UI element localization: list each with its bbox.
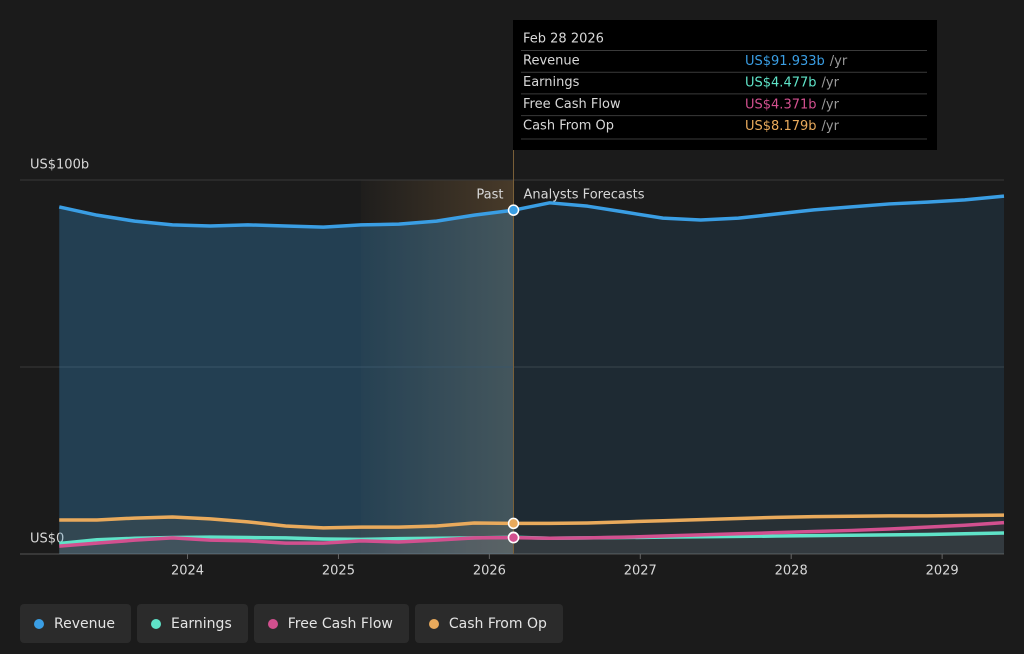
tooltip-box [513, 20, 937, 150]
legend-swatch [150, 618, 161, 629]
legend-swatch [34, 618, 44, 629]
tooltip-value: US$8.179b/yr [745, 119, 840, 134]
tooltip-date: Feb 28 2026 [523, 32, 604, 47]
past-label: Past [476, 188, 503, 203]
legend-item[interactable]: Free Cash Flow [253, 604, 409, 643]
tooltip-value-amount: US$4.371b [745, 97, 817, 112]
series-area-past [59, 537, 514, 554]
tooltip-unit: /yr [822, 75, 840, 90]
series-line [58, 194, 1005, 229]
tooltip: Feb 28 2026 Revenue US$91.933b/yr Earnings U… [513, 20, 937, 150]
legend-label: Revenue [54, 615, 115, 632]
tooltip-label: Free Cash Flow [523, 97, 621, 112]
legend-label: Cash From Op [448, 615, 547, 632]
marker [507, 531, 520, 544]
y-tick-label: US$100b [30, 158, 89, 173]
legend-item[interactable]: Cash From Op [414, 604, 563, 643]
tooltip-value: US$91.933b/yr [745, 54, 848, 69]
tooltip-unit: /yr [822, 97, 840, 112]
x-tick-label: 2025 [322, 564, 355, 579]
legend-swatch [267, 618, 278, 629]
legend: Revenue Earnings Free Cash Flow Cash From O… [20, 604, 563, 643]
x-tick-label: 2024 [171, 564, 204, 579]
tooltip-value: US$4.371b/yr [745, 97, 840, 112]
marker [507, 517, 520, 530]
legend-item[interactable]: Earnings [136, 604, 248, 643]
forecast-label: Analysts Forecasts [524, 188, 645, 203]
legend-swatch [428, 618, 439, 629]
x-tick-label: 2029 [926, 564, 959, 579]
x-tick-label: 2028 [775, 564, 808, 579]
series-line [59, 513, 1005, 530]
tooltip-value-amount: US$8.179b [745, 119, 817, 134]
tooltip-unit: /yr [822, 119, 840, 134]
series-area-past [59, 516, 514, 554]
tooltip-label: Earnings [523, 75, 580, 90]
areas [59, 196, 1004, 554]
x-tick-label: 2026 [473, 564, 506, 579]
chart: US$0 US$100b 2024 2025 2026 2027 2028 2029 Past A… [20, 20, 1005, 579]
legend-label: Free Cash Flow [287, 615, 393, 632]
legend-label: Earnings [170, 615, 232, 632]
y-tick-label: US$0 [30, 532, 64, 547]
tooltip-label: Cash From Op [523, 119, 614, 134]
tooltip-value: US$4.477b/yr [745, 75, 840, 90]
series-area-past [59, 206, 514, 554]
x-tick-label: 2027 [624, 564, 657, 579]
tooltip-label: Revenue [523, 54, 580, 69]
series-line [59, 520, 1005, 548]
tooltip-value-amount: US$4.477b [745, 75, 817, 90]
legend-item[interactable]: Revenue [20, 604, 131, 643]
series-area-forecast [513, 196, 1004, 554]
tooltip-value-amount: US$91.933b [745, 54, 825, 69]
marker [507, 204, 520, 216]
tooltip-unit: /yr [830, 54, 848, 69]
